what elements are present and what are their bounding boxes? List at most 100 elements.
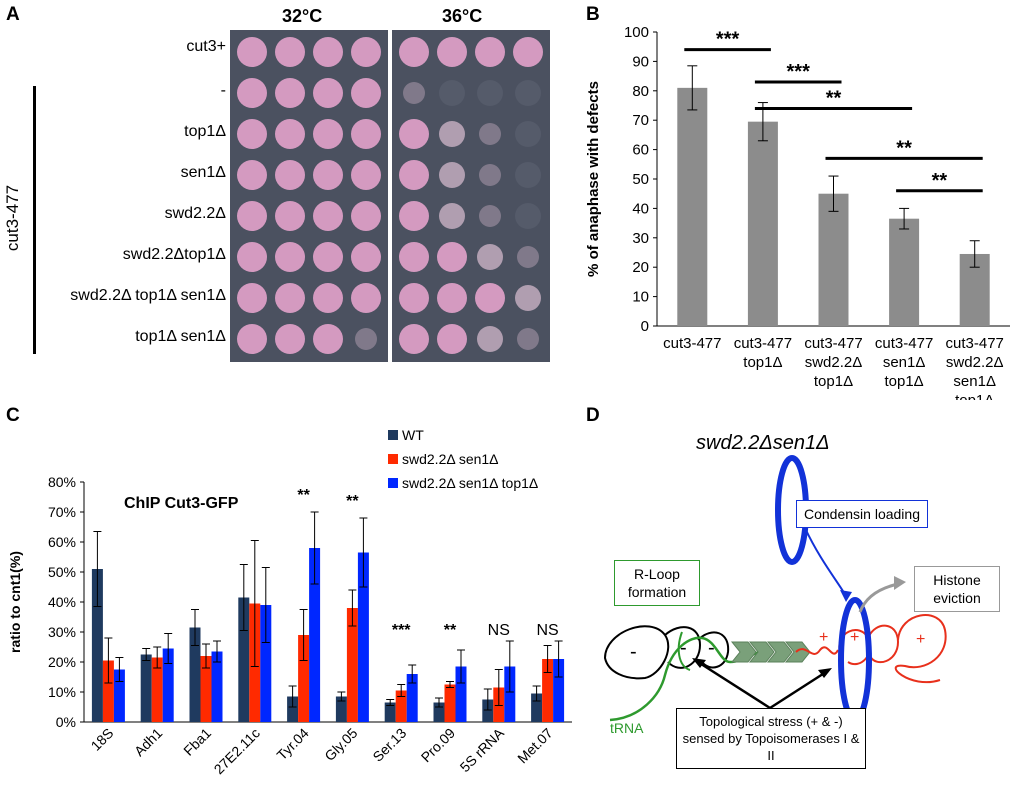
- significance-label: ***: [716, 29, 740, 51]
- significance-label: **: [297, 487, 310, 504]
- bar: [482, 699, 494, 722]
- stress-arrow: [697, 660, 771, 710]
- arrow-head-icon: [692, 658, 706, 668]
- colony-spot: [237, 160, 267, 190]
- y-tick-label: 80: [632, 83, 649, 100]
- y-tick-label: 30: [632, 230, 649, 247]
- bar: [260, 605, 272, 722]
- colony-spot: [479, 164, 501, 186]
- dna-diagram: - - - + + + tRNA: [603, 455, 947, 736]
- bar: [238, 597, 250, 722]
- arrow-head-icon: [818, 668, 832, 678]
- colony-spot: [479, 205, 501, 227]
- colony-spot: [439, 203, 465, 229]
- plus-sign: +: [819, 629, 828, 646]
- y-tick-label: 100: [624, 24, 649, 41]
- x-tick-label: cut3-477: [663, 335, 721, 352]
- condensin-loading-box: Condensin loading: [796, 500, 928, 528]
- colony-spot: [437, 283, 467, 313]
- chart-title: ChIP Cut3-GFP: [124, 495, 239, 512]
- colony-spot: [237, 283, 267, 313]
- x-tick-label: Met.07: [514, 725, 556, 767]
- x-tick-label: cut3-477: [875, 335, 933, 352]
- bar: [298, 635, 310, 722]
- legend-label: swd2.2Δ sen1Δ top1Δ: [402, 475, 538, 491]
- colony-spot: [275, 37, 305, 67]
- colony-spot: [313, 160, 343, 190]
- panel-letter-b: B: [586, 4, 600, 25]
- bar: [346, 608, 358, 722]
- colony-spot: [399, 242, 429, 272]
- plate-image: [230, 30, 550, 362]
- bar: [889, 218, 920, 326]
- bar: [113, 669, 125, 722]
- y-tick-label: 60%: [48, 534, 76, 550]
- y-tick-label: 50: [632, 171, 649, 188]
- colony-spot: [237, 78, 267, 108]
- colony-spot: [399, 201, 429, 231]
- strain-label: swd2.2Δtop1Δ: [122, 246, 226, 263]
- colony-spot: [275, 201, 305, 231]
- colony-spot: [275, 283, 305, 313]
- colony-spot: [355, 328, 377, 350]
- colony-spot-empty: [477, 80, 503, 106]
- y-tick-label: 20: [632, 259, 649, 276]
- colony-spot: [313, 242, 343, 272]
- colony-spot: [399, 160, 429, 190]
- y-tick-label: 70: [632, 112, 649, 129]
- group-bracket-line: [33, 86, 36, 354]
- colony-spot: [439, 121, 465, 147]
- arrow-head-icon: [840, 590, 852, 602]
- strain-label: swd2.2Δ: [164, 205, 226, 222]
- y-axis-label: ratio to cnt1(%): [7, 551, 23, 653]
- x-tick-label: top1Δ: [743, 354, 782, 371]
- chart-c: 0% 10% 20% 30% 40% 50% 60% 70% 80% ratio to cnt1(…: [7, 427, 572, 777]
- y-tick-label: 40%: [48, 594, 76, 610]
- colony-spot: [437, 324, 467, 354]
- x-tick-label: Tyr.04: [273, 725, 311, 763]
- bar: [504, 666, 516, 722]
- chevron-arrow: [766, 641, 793, 663]
- dna-positive-supercoil: [795, 646, 839, 655]
- y-tick-label: 70%: [48, 504, 76, 520]
- dna-positive-supercoil: [867, 624, 900, 664]
- y-tick-label: 10%: [48, 684, 76, 700]
- bar: [309, 548, 321, 722]
- significance-label: ***: [392, 622, 411, 639]
- strain-labels: cut3+ - top1Δ sen1Δ swd2.2Δ swd2.2Δtop1Δ…: [40, 0, 226, 400]
- minus-sign: -: [680, 637, 687, 659]
- legend-swatch: [388, 478, 398, 488]
- histone-eviction-box: Histone eviction: [914, 566, 1000, 612]
- y-tick-label: 0: [641, 318, 649, 335]
- colony-spot: [513, 37, 543, 67]
- strain-label: top1Δ sen1Δ: [135, 328, 226, 345]
- y-tick-label: 60: [632, 142, 649, 159]
- y-tick-label: 80%: [48, 474, 76, 490]
- significance-label: **: [444, 622, 457, 639]
- bar: [531, 693, 543, 722]
- colony-spot: [237, 119, 267, 149]
- y-tick-label: 20%: [48, 654, 76, 670]
- colony-spot-empty: [439, 80, 465, 106]
- colony-spot: [313, 78, 343, 108]
- colony-spot: [475, 283, 505, 313]
- colony-spot: [313, 201, 343, 231]
- significance-label: NS: [536, 622, 558, 639]
- colony-spot: [275, 242, 305, 272]
- legend-swatch: [388, 454, 398, 464]
- x-tick-label: top1Δ: [884, 373, 923, 390]
- histone-eviction-arrow: [858, 582, 899, 613]
- x-tick-label: top1Δ: [955, 392, 994, 400]
- significance-label: NS: [488, 622, 510, 639]
- bar: [406, 674, 418, 722]
- colony-spot: [399, 283, 429, 313]
- strain-label: swd2.2Δ top1Δ sen1Δ: [70, 287, 226, 304]
- colony-spot: [237, 201, 267, 231]
- y-tick-label: 40: [632, 200, 649, 217]
- bar: [542, 659, 554, 722]
- colony-spot: [351, 37, 381, 67]
- bar: [433, 702, 445, 722]
- arrow-head-icon: [894, 576, 906, 590]
- bar: [395, 690, 407, 722]
- bar: [357, 552, 369, 722]
